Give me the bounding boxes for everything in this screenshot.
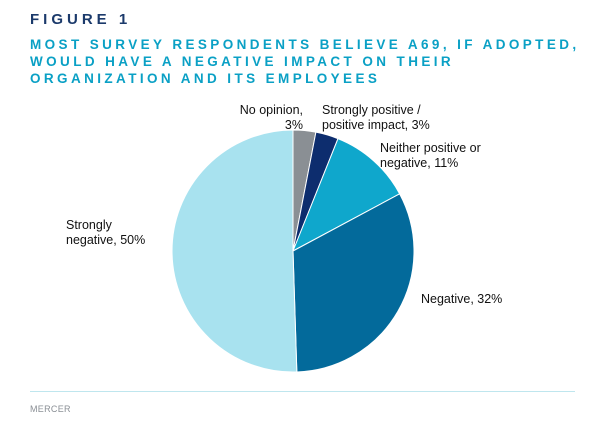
- slice-label-3: Neither positive or negative, 11%: [380, 141, 481, 170]
- pie-slice-neither-positive-or-negative: [292, 138, 401, 253]
- footer-divider: [30, 391, 575, 392]
- slice-label-line: negative, 11%: [380, 156, 458, 170]
- slice-label-line: Strongly positive /: [322, 103, 421, 117]
- pie-slices: [171, 129, 415, 373]
- slice-label-5: Strongly negative, 50%: [66, 218, 145, 247]
- slice-label-2: Strongly positive / positive impact, 3%: [322, 103, 430, 132]
- figure-title: MOST SURVEY RESPONDENTS BELIEVE A69, IF …: [30, 37, 580, 86]
- pie-slice-negative: [292, 193, 415, 373]
- slice-label-1: No opinion, 3%: [240, 103, 303, 132]
- slice-label-line: 3%: [285, 118, 303, 132]
- figure-label: FIGURE 1: [30, 11, 132, 28]
- slice-label-line: positive impact, 3%: [322, 118, 430, 132]
- pie-slice-strongly-negative: [171, 129, 298, 373]
- slice-label-line: Negative, 32%: [421, 292, 502, 306]
- slice-label-line: No opinion,: [240, 103, 303, 117]
- slice-label-4: Negative, 32%: [421, 292, 502, 306]
- slice-label-line: negative, 50%: [66, 233, 145, 247]
- slice-label-line: Neither positive or: [380, 141, 481, 155]
- pie-labels: No opinion, 3% Strongly positive / positive…: [66, 103, 502, 306]
- slice-label-line: Strongly: [66, 218, 113, 232]
- source-label: MERCER: [30, 404, 71, 414]
